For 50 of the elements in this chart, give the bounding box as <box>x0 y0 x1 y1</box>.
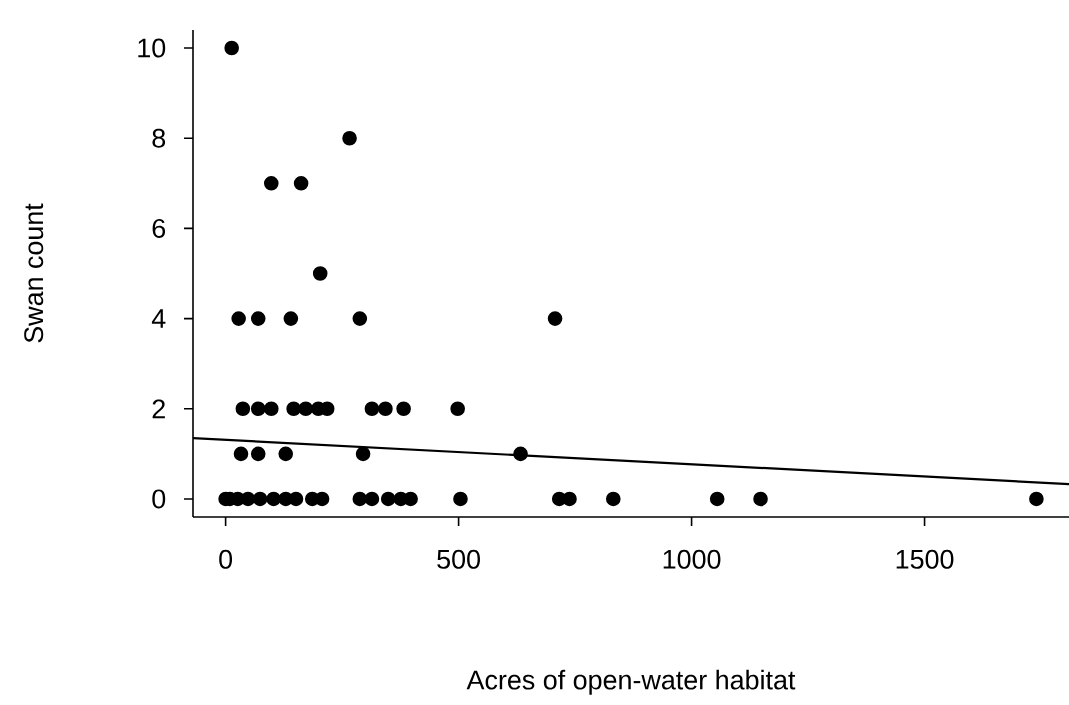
point <box>240 491 256 507</box>
point <box>224 40 239 56</box>
point <box>286 401 301 417</box>
point <box>1029 491 1044 507</box>
point <box>233 446 249 462</box>
point <box>278 446 294 462</box>
point <box>355 446 371 462</box>
point <box>450 401 465 417</box>
x-tick-label: 1000 <box>663 549 721 569</box>
point <box>263 401 279 417</box>
point <box>352 491 368 507</box>
x-tick-label: 1500 <box>896 549 954 569</box>
x-tick-label: 0 <box>219 549 233 569</box>
point <box>364 491 380 507</box>
point <box>288 491 304 507</box>
y-tick-label: 10 <box>138 38 166 58</box>
y-axis-title: Swan count <box>24 203 44 343</box>
point <box>252 491 268 507</box>
point <box>396 401 411 417</box>
point <box>453 491 468 507</box>
point <box>709 491 725 507</box>
point <box>606 491 621 507</box>
point <box>364 401 380 417</box>
y-tick-label: 2 <box>152 399 165 419</box>
x-tick-label: 500 <box>437 549 480 569</box>
point <box>378 401 393 417</box>
point <box>298 401 314 417</box>
point <box>231 311 246 326</box>
point <box>352 311 368 326</box>
point <box>562 491 577 507</box>
point <box>342 130 357 146</box>
y-tick-label: 6 <box>152 218 166 238</box>
point <box>235 401 251 417</box>
point <box>513 446 528 462</box>
point <box>403 491 418 507</box>
x-axis-title: Acres of open-water habitat <box>466 669 796 695</box>
point <box>250 446 266 462</box>
point <box>266 491 281 507</box>
y-tick-label: 0 <box>152 489 166 509</box>
point <box>547 311 563 326</box>
point <box>753 491 768 507</box>
point <box>283 311 299 326</box>
point <box>250 311 266 326</box>
y-tick-label: 8 <box>152 128 166 148</box>
y-tick-label: 4 <box>151 309 166 328</box>
point <box>312 266 328 281</box>
point <box>293 176 309 191</box>
point <box>250 401 266 417</box>
point <box>380 491 396 507</box>
point <box>263 176 279 191</box>
